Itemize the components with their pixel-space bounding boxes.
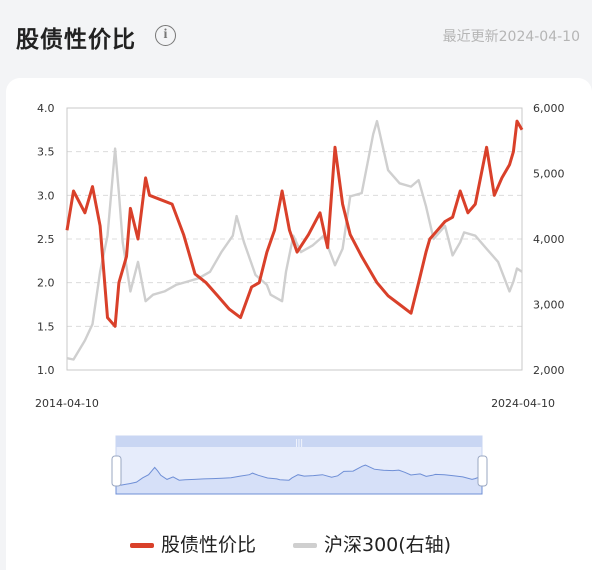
last-updated-label: 最近更新2024-04-10 — [442, 29, 580, 45]
navigator-series-area — [115, 464, 483, 495]
range-navigator[interactable]: ||| — [111, 435, 488, 495]
legend-swatch-ratio — [130, 543, 154, 548]
page-title: 股债性价比 — [16, 27, 136, 53]
navigator-handle-right[interactable] — [477, 455, 488, 487]
series-line-csi300 — [66, 119, 523, 361]
header: 股债性价比 i 最近更新2024-04-10 — [0, 0, 592, 76]
y-right-tick-label: 2,000 — [533, 364, 565, 377]
series-line-ratio — [65, 119, 524, 328]
y-right-tick-label: 4,000 — [533, 233, 565, 246]
navigator-handle-left[interactable] — [111, 455, 122, 487]
y-right-tick-label: 3,000 — [533, 299, 565, 312]
y-right-tick-label: 6,000 — [533, 102, 565, 115]
chart-legend: 股债性价比 沪深300(右轴) — [0, 525, 592, 565]
x-tick-label-start: 2014-04-10 — [35, 397, 99, 410]
plot-area-border — [66, 107, 523, 371]
y-left-tick-label: 1.0 — [37, 364, 55, 377]
navigator-grip-icon: ||| — [295, 438, 303, 447]
legend-label-csi300: 沪深300(右轴) — [324, 534, 452, 556]
info-icon[interactable]: i — [155, 25, 176, 46]
y-left-tick-label: 2.0 — [37, 277, 55, 290]
y-left-tick-label: 2.5 — [37, 233, 55, 246]
y-left-tick-label: 3.5 — [37, 146, 55, 159]
y-left-tick-label: 1.5 — [37, 320, 55, 333]
legend-swatch-csi300 — [293, 543, 317, 548]
x-tick-label-end: 2024-04-10 — [491, 397, 555, 410]
legend-label-ratio: 股债性价比 — [161, 534, 257, 556]
navigator-scrollbar[interactable] — [116, 436, 482, 447]
y-left-tick-label: 3.0 — [37, 189, 55, 202]
y-right-tick-label: 5,000 — [533, 168, 565, 181]
y-left-tick-label: 4.0 — [37, 102, 55, 115]
